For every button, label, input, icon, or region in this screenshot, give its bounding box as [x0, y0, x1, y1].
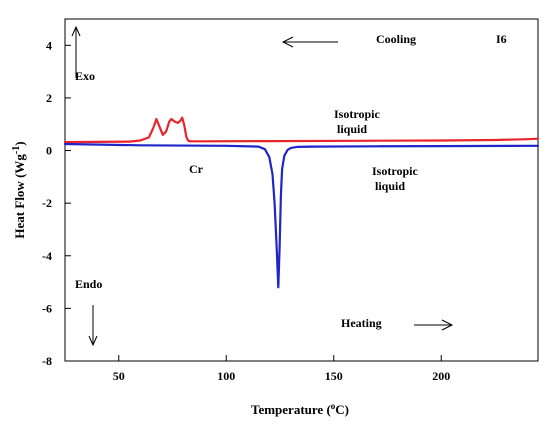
series-group — [63, 116, 540, 289]
isotropic-liquid-cooling-label-line2: liquid — [337, 122, 367, 136]
isotropic-liquid-heating-label-line2: liquid — [375, 179, 405, 193]
y-tick-label: -2 — [42, 196, 52, 210]
tick-group: 50 100 150 200 -8 -6 -4 -2 0 2 4 — [42, 38, 450, 383]
x-tick-label: 200 — [432, 369, 450, 383]
series-line-0 — [63, 116, 540, 144]
isotropic-liquid-heating-label-line1: Isotropic — [372, 164, 418, 178]
series-line-1 — [63, 142, 540, 289]
x-tick-label: 50 — [113, 369, 125, 383]
crystal-label: Cr — [189, 162, 204, 176]
endo-arrow — [88, 305, 98, 347]
sample-label: I6 — [496, 32, 507, 46]
x-axis-title: Temperature (oC) — [251, 401, 349, 417]
y-tick-label: -8 — [42, 354, 52, 368]
y-tick-label: 0 — [46, 144, 52, 158]
plot-area-frame — [64, 18, 539, 362]
y-tick-label: -6 — [42, 301, 52, 315]
endo-label: Endo — [75, 277, 102, 291]
y-tick-label: 2 — [46, 91, 52, 105]
heating-arrow — [414, 319, 454, 331]
cooling-label: Cooling — [376, 32, 416, 46]
x-tick-label: 150 — [325, 369, 343, 383]
cooling-arrow — [281, 36, 338, 48]
exo-label: Exo — [75, 69, 95, 83]
isotropic-liquid-cooling-label-line1: Isotropic — [334, 107, 380, 121]
y-tick-label: -4 — [42, 249, 52, 263]
exo-arrow — [71, 25, 81, 78]
x-tick-label: 100 — [217, 369, 235, 383]
y-tick-label: 4 — [46, 38, 52, 52]
y-axis-title: Heat Flow (Wg-1) — [11, 141, 27, 238]
heating-label: Heating — [341, 316, 382, 330]
